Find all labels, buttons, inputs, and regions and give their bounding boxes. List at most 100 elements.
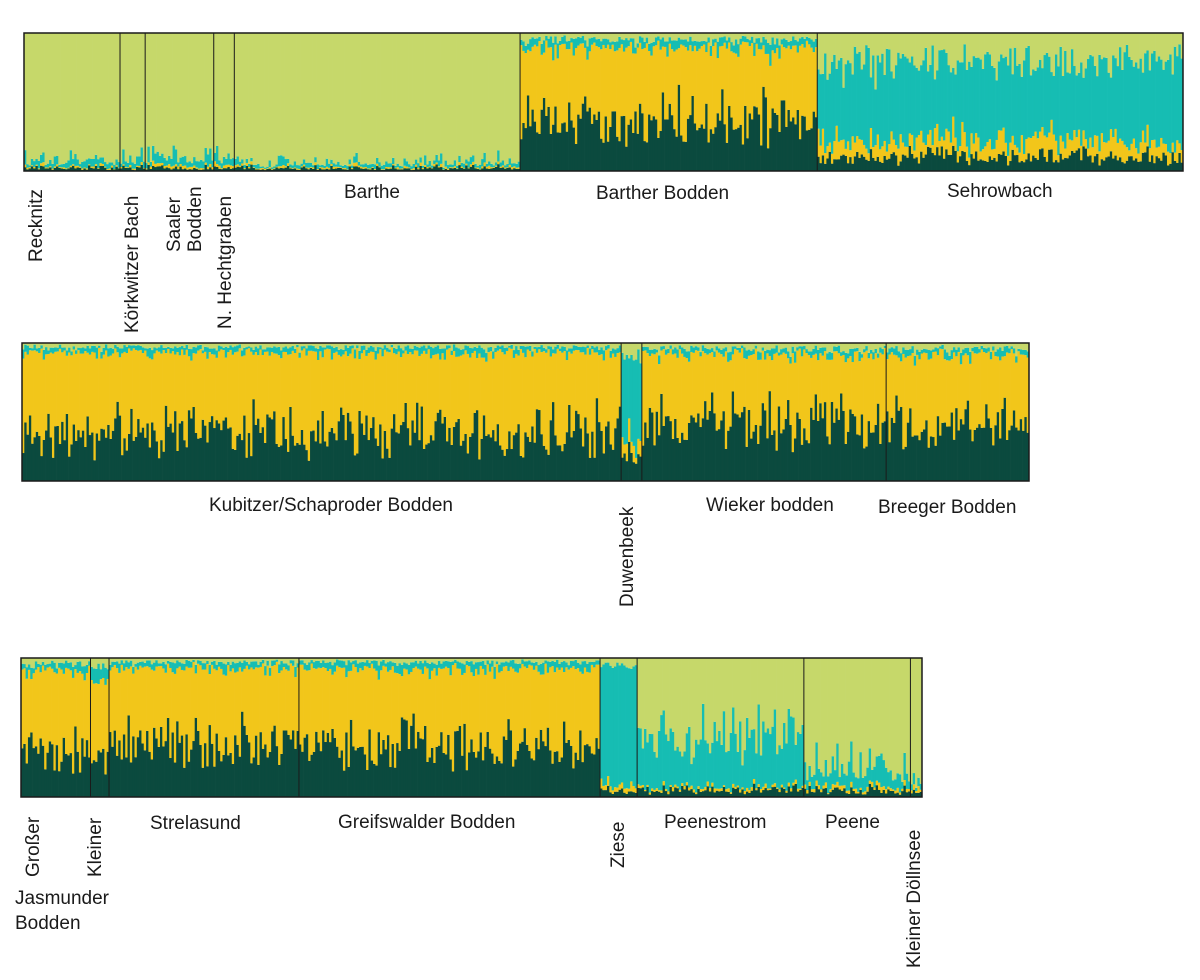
- admixture-bar-segment: [683, 439, 686, 481]
- admixture-bar-segment: [549, 658, 552, 662]
- admixture-bar-segment: [337, 421, 341, 481]
- admixture-bar-segment: [504, 168, 507, 171]
- admixture-bar-segment: [595, 343, 599, 347]
- admixture-bar-segment: [88, 661, 91, 666]
- admixture-bar-segment: [708, 343, 712, 350]
- admixture-bar-segment: [391, 658, 395, 663]
- admixture-bar-segment: [653, 658, 656, 752]
- admixture-bar-segment: [131, 168, 135, 170]
- admixture-bar-segment: [723, 33, 727, 37]
- admixture-bar-segment: [275, 166, 279, 168]
- admixture-bar-segment: [85, 33, 89, 160]
- admixture-bar-segment: [349, 346, 352, 354]
- admixture-bar-segment: [512, 658, 515, 661]
- admixture-bar-segment: [1116, 142, 1120, 161]
- admixture-bar-segment: [309, 167, 313, 168]
- admixture-bar-segment: [220, 349, 223, 431]
- admixture-bar-segment: [1169, 33, 1172, 55]
- admixture-bar-segment: [115, 668, 119, 756]
- admixture-bar-segment: [107, 348, 110, 357]
- admixture-bar-segment: [999, 347, 1002, 361]
- admixture-bar-segment: [369, 33, 372, 165]
- admixture-bar-segment: [1123, 52, 1127, 145]
- admixture-bar-segment: [259, 345, 262, 350]
- admixture-bar-segment: [780, 100, 784, 171]
- admixture-bar-segment: [1003, 397, 1007, 481]
- admixture-bar-segment: [556, 658, 559, 660]
- admixture-bar-segment: [27, 658, 31, 665]
- admixture-bar-segment: [648, 658, 652, 734]
- admixture-bar-segment: [974, 57, 978, 134]
- admixture-bar-segment: [171, 432, 175, 481]
- admixture-bar-segment: [539, 674, 543, 730]
- admixture-bar-segment: [69, 165, 73, 168]
- admixture-bar-segment: [125, 757, 128, 797]
- admixture-bar-segment: [637, 727, 640, 785]
- admixture-bar-segment: [354, 667, 358, 751]
- admixture-bar-segment: [466, 453, 470, 481]
- admixture-bar-segment: [337, 349, 341, 355]
- admixture-bar-segment: [646, 742, 650, 785]
- admixture-bar-segment: [538, 36, 541, 42]
- admixture-bar-segment: [296, 343, 299, 345]
- admixture-bar-segment: [330, 427, 334, 481]
- admixture-bar-segment: [130, 343, 133, 346]
- admixture-bar-segment: [134, 664, 138, 667]
- admixture-bar-segment: [627, 33, 631, 41]
- admixture-bar-segment: [823, 351, 827, 403]
- admixture-bar-segment: [132, 345, 136, 349]
- admixture-bar-segment: [725, 40, 729, 49]
- admixture-bar-segment: [35, 343, 39, 349]
- admixture-bar-segment: [537, 665, 541, 672]
- admixture-bar-segment: [130, 350, 133, 409]
- admixture-bar-segment: [199, 658, 203, 661]
- admixture-bar-segment: [374, 359, 378, 439]
- admixture-bar-segment: [784, 343, 788, 348]
- admixture-bar-segment: [76, 165, 80, 168]
- admixture-bar-segment: [76, 167, 80, 171]
- admixture-bar-segment: [458, 668, 462, 726]
- admixture-bar-segment: [81, 673, 84, 739]
- admixture-bar-segment: [954, 74, 958, 138]
- admixture-bar-segment: [646, 437, 650, 481]
- admixture-bar-segment: [646, 353, 650, 438]
- admixture-bar-segment: [1082, 33, 1086, 78]
- admixture-bar-segment: [950, 412, 954, 481]
- admixture-bar-segment: [125, 353, 129, 451]
- admixture-bar-segment: [1018, 162, 1022, 171]
- admixture-bar-segment: [766, 438, 769, 481]
- admixture-bar-segment: [305, 355, 309, 451]
- admixture-bar-segment: [83, 756, 87, 797]
- admixture-bar-segment: [990, 33, 994, 66]
- admixture-bar-segment: [250, 33, 253, 158]
- admixture-bar-segment: [310, 350, 313, 432]
- admixture-bar-segment: [157, 658, 161, 664]
- admixture-bar-segment: [91, 345, 94, 352]
- admixture-bar-segment: [305, 670, 309, 735]
- admixture-bar-segment: [1009, 142, 1012, 162]
- admixture-bar-segment: [946, 360, 949, 427]
- admixture-bar-segment: [798, 343, 802, 347]
- admixture-bar-segment: [377, 658, 381, 666]
- admixture-bar-segment: [206, 766, 209, 797]
- admixture-bar-segment: [562, 661, 566, 672]
- admixture-bar-segment: [1164, 144, 1168, 156]
- admixture-bar-segment: [104, 166, 107, 168]
- admixture-bar-segment: [411, 420, 415, 481]
- admixture-bar-segment: [609, 343, 613, 351]
- admixture-bar-segment: [409, 343, 412, 349]
- admixture-bar-segment: [284, 167, 288, 171]
- admixture-bar-segment: [120, 33, 123, 164]
- admixture-bar-segment: [542, 741, 545, 797]
- admixture-bar-segment: [819, 403, 822, 481]
- admixture-bar-segment: [565, 49, 569, 132]
- admixture-bar-segment: [996, 349, 1000, 357]
- admixture-bar-segment: [1013, 33, 1017, 48]
- admixture-bar-segment: [1080, 145, 1083, 161]
- admixture-bar-segment: [162, 746, 165, 797]
- admixture-bar-segment: [501, 449, 504, 481]
- admixture-bar-segment: [21, 658, 24, 664]
- admixture-bar-segment: [417, 33, 420, 164]
- admixture-bar-segment: [745, 350, 749, 359]
- admixture-bar-segment: [1005, 439, 1009, 481]
